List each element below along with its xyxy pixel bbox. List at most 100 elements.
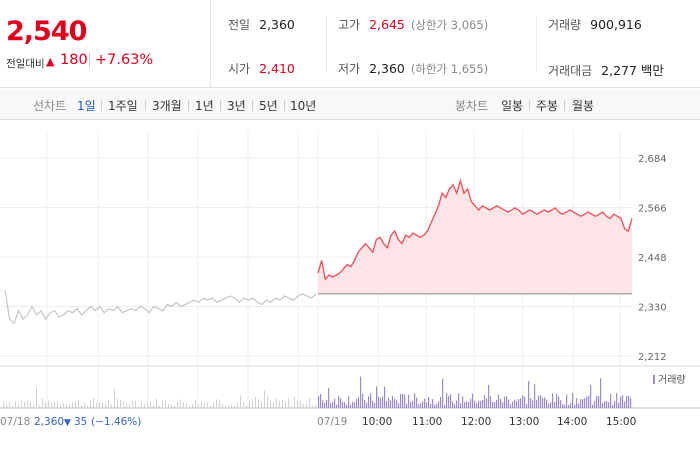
volume-bar xyxy=(231,404,232,408)
volume-bar xyxy=(606,400,608,408)
volume-bar xyxy=(368,396,370,408)
volume-bar xyxy=(390,400,392,408)
volume-bar xyxy=(273,402,274,408)
volume-bar xyxy=(84,402,85,408)
chart-series xyxy=(4,178,633,325)
volume-bar xyxy=(406,403,408,408)
volume-bar xyxy=(364,400,366,408)
divider xyxy=(89,53,90,68)
volume-bar xyxy=(572,393,574,408)
volume-bar xyxy=(398,403,400,408)
volume-bar xyxy=(332,401,334,408)
volume-bar xyxy=(168,404,169,408)
stat-high: 고가 2,645 (상한가 3,065) xyxy=(338,17,489,32)
volume-bar xyxy=(620,396,622,408)
volume-bar xyxy=(243,401,244,408)
volume-bar xyxy=(294,396,295,408)
volume-bar xyxy=(466,401,468,408)
volume-bar xyxy=(616,393,618,408)
volume-bar xyxy=(426,402,428,408)
volume-bar xyxy=(324,402,326,408)
volume-bar xyxy=(344,402,346,408)
volume-bar xyxy=(458,393,460,408)
period-1y[interactable]: 1년 xyxy=(195,99,214,113)
volume-bar xyxy=(300,400,301,408)
volume-bar xyxy=(21,400,22,408)
volume-bar xyxy=(326,399,328,408)
volume-bar xyxy=(348,396,350,408)
volume-bar xyxy=(518,399,520,408)
volume-bar xyxy=(386,400,388,408)
volume-bar xyxy=(464,402,466,408)
volume-bar xyxy=(560,400,562,408)
volume-bar xyxy=(132,400,133,408)
volume-bar xyxy=(536,400,538,408)
volume-bar xyxy=(320,394,322,408)
volume-bar xyxy=(33,404,34,408)
x-tick-label: 14:00 xyxy=(557,416,587,428)
volume-bar xyxy=(420,403,422,408)
volume-bar xyxy=(492,401,494,408)
volume-bar xyxy=(424,398,426,408)
volume-bar xyxy=(309,398,310,408)
volume-bar xyxy=(297,400,298,408)
volume-bar xyxy=(78,399,79,408)
stat-open: 시가 2,410 xyxy=(228,61,295,76)
x-tick-label: 07/19 xyxy=(317,416,347,428)
volume-bar xyxy=(416,397,418,408)
period-3m[interactable]: 3개월 xyxy=(152,99,182,113)
volume-bar xyxy=(504,396,506,408)
volume-bar xyxy=(213,402,214,408)
divider xyxy=(145,100,146,111)
volume-bar xyxy=(496,399,498,408)
period-monthly-candle[interactable]: 월봉 xyxy=(572,99,595,113)
volume-bar xyxy=(135,400,136,408)
volume-bar xyxy=(550,402,552,408)
divider xyxy=(220,100,221,111)
volume-bar xyxy=(69,404,70,408)
volume-bar xyxy=(500,399,502,408)
volume-bar xyxy=(436,403,438,408)
volume-bar xyxy=(315,404,316,408)
period-1d[interactable]: 1일 xyxy=(77,99,96,113)
volume-bar xyxy=(36,387,37,408)
volume-bar xyxy=(610,393,612,408)
volume-bar xyxy=(450,394,452,408)
divider xyxy=(101,100,102,111)
volume-bar xyxy=(201,401,202,408)
volume-bar xyxy=(261,402,262,408)
period-10y[interactable]: 10년 xyxy=(290,99,317,113)
period-5y[interactable]: 5년 xyxy=(259,99,278,113)
volume-bar xyxy=(540,395,542,408)
volume-bar xyxy=(153,404,154,408)
volume-bar xyxy=(57,401,58,408)
divider xyxy=(252,100,253,111)
period-weekly-candle[interactable]: 주봉 xyxy=(536,99,559,113)
divider xyxy=(326,16,327,72)
volume-bar xyxy=(42,398,43,408)
volume-bar xyxy=(174,405,175,408)
volume-bar xyxy=(162,400,163,408)
volume-bar xyxy=(312,405,313,408)
price-chart[interactable]: 2,684 2,566 2,448 2,330 2,212 거래량 07/19 10:00 11… xyxy=(0,121,700,450)
volume-bar xyxy=(334,398,336,408)
volume-bar xyxy=(328,387,330,408)
prev-day-line xyxy=(4,289,317,325)
volume-bar xyxy=(252,398,253,408)
x-tick-label: 13:00 xyxy=(509,416,539,428)
volume-bar xyxy=(396,400,398,408)
volume-bar xyxy=(246,405,247,408)
volume-bar xyxy=(12,405,13,408)
volume-bar xyxy=(360,376,362,408)
y-tick-label: 2,212 xyxy=(638,352,667,363)
period-1w[interactable]: 1주일 xyxy=(108,99,138,113)
volume-bar xyxy=(340,398,342,408)
volume-bar xyxy=(204,402,205,408)
period-daily-candle[interactable]: 일봉 xyxy=(501,99,524,113)
volume-bar xyxy=(582,399,584,408)
volume-bar xyxy=(482,400,484,408)
change-label: 전일대비 xyxy=(6,58,45,70)
period-3y[interactable]: 3년 xyxy=(227,99,246,113)
volume-bar xyxy=(210,405,211,408)
volume-bar xyxy=(384,386,386,408)
